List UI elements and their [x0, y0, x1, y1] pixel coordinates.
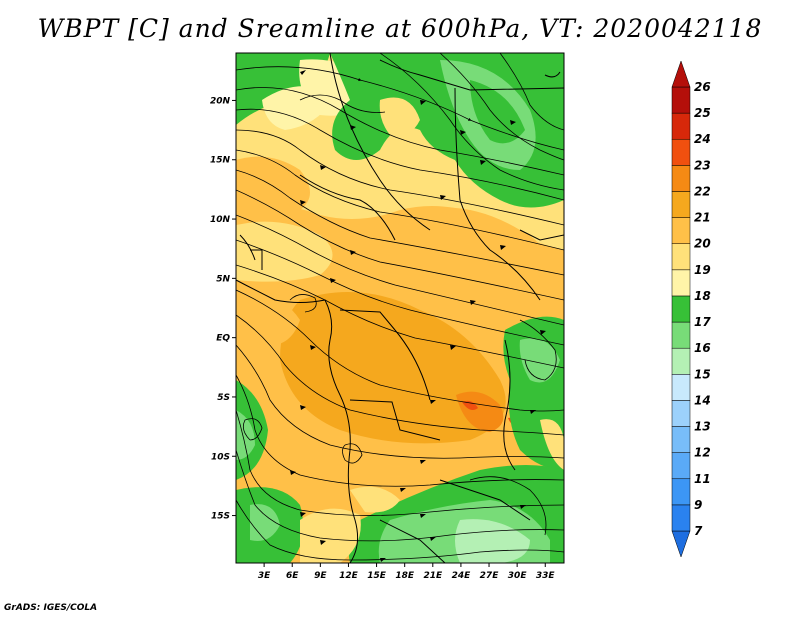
colorbar-swatch — [671, 112, 691, 140]
lon-tick-label: 9E — [314, 571, 327, 581]
map-frame — [235, 52, 565, 564]
colorbar-label: 17 — [694, 315, 711, 329]
chart-title: WBPT [C] and Sreamline at 600hPa, VT: 20… — [37, 14, 763, 43]
lat-tick-label: 5N — [216, 274, 230, 284]
credit-label: GrADS: IGES/COLA — [4, 603, 98, 613]
colorbar-label: 20 — [694, 237, 711, 251]
lon-tick-label: 12E — [339, 571, 359, 581]
colorbar-label: 26 — [694, 80, 711, 94]
colorbar-swatch — [671, 478, 691, 506]
latitude-axis: 20N 15N 10N 5N EQ 5S 10S 15S — [210, 96, 236, 522]
colorbar-swatch — [671, 347, 691, 375]
colorbar-label: 19 — [694, 263, 711, 277]
lon-tick-label: 15E — [367, 571, 387, 581]
lon-tick-label: 27E — [480, 571, 500, 581]
colorbar-label: 25 — [694, 106, 711, 120]
lat-tick-label: 20N — [210, 96, 231, 106]
colorbar-label: 16 — [694, 341, 711, 355]
colorbar-label: 22 — [694, 184, 711, 198]
colorbar-swatch — [671, 452, 691, 480]
colorbar-label: 21 — [694, 211, 711, 225]
colorbar-label: 9 — [694, 498, 702, 512]
colorbar-label: 12 — [694, 446, 711, 460]
colorbar-label: 15 — [694, 367, 711, 381]
colorbar-swatch — [671, 321, 691, 349]
lat-tick-label: 10S — [211, 452, 230, 462]
colorbar-swatch — [671, 138, 691, 166]
lon-tick-label: 3E — [258, 571, 271, 581]
lon-tick-label: 33E — [536, 571, 556, 581]
colorbar-swatch — [671, 217, 691, 244]
lat-tick-label: 15N — [210, 156, 231, 166]
colorbar-swatch — [671, 243, 691, 271]
colorbar-swatch — [671, 295, 691, 323]
colorbar-swatch — [671, 191, 691, 218]
lat-tick-label: EQ — [216, 334, 230, 344]
colorbar-swatch — [671, 374, 691, 401]
colorbar-low-triangle — [671, 530, 691, 558]
lon-tick-label: 6E — [286, 571, 299, 581]
colorbar-label: 18 — [694, 289, 711, 303]
lat-tick-label: 15S — [211, 512, 230, 522]
lon-tick-label: 18E — [395, 571, 415, 581]
colorbar-swatch — [671, 504, 691, 532]
lon-tick-label: 24E — [452, 571, 472, 581]
colorbar-label: 23 — [694, 158, 711, 172]
longitude-axis: 3E 6E 9E 12E 15E 18E 21E 24E 27E 30E 33E — [258, 563, 556, 581]
shaded-field — [236, 53, 564, 563]
colorbar-swatch — [671, 86, 691, 114]
lat-tick-label: 10N — [210, 215, 231, 225]
lat-tick-label: 5S — [217, 393, 230, 403]
colorbar-label: 14 — [694, 393, 711, 407]
colorbar-high-triangle — [671, 60, 691, 88]
colorbar-label: 13 — [694, 420, 711, 434]
lon-tick-label: 21E — [423, 571, 443, 581]
colorbar-label: 7 — [694, 524, 703, 538]
colorbar-swatch — [671, 400, 691, 427]
colorbar-label: 11 — [694, 472, 711, 486]
colorbar-swatch — [671, 165, 691, 192]
colorbar-swatch — [671, 426, 691, 453]
colorbar-swatch — [671, 269, 691, 297]
colorbar-label: 24 — [694, 132, 711, 146]
lon-tick-label: 30E — [508, 571, 528, 581]
colorbar: 7 9 11 12 13 14 15 16 17 18 19 20 21 22 23 24 25 26 — [671, 60, 711, 558]
